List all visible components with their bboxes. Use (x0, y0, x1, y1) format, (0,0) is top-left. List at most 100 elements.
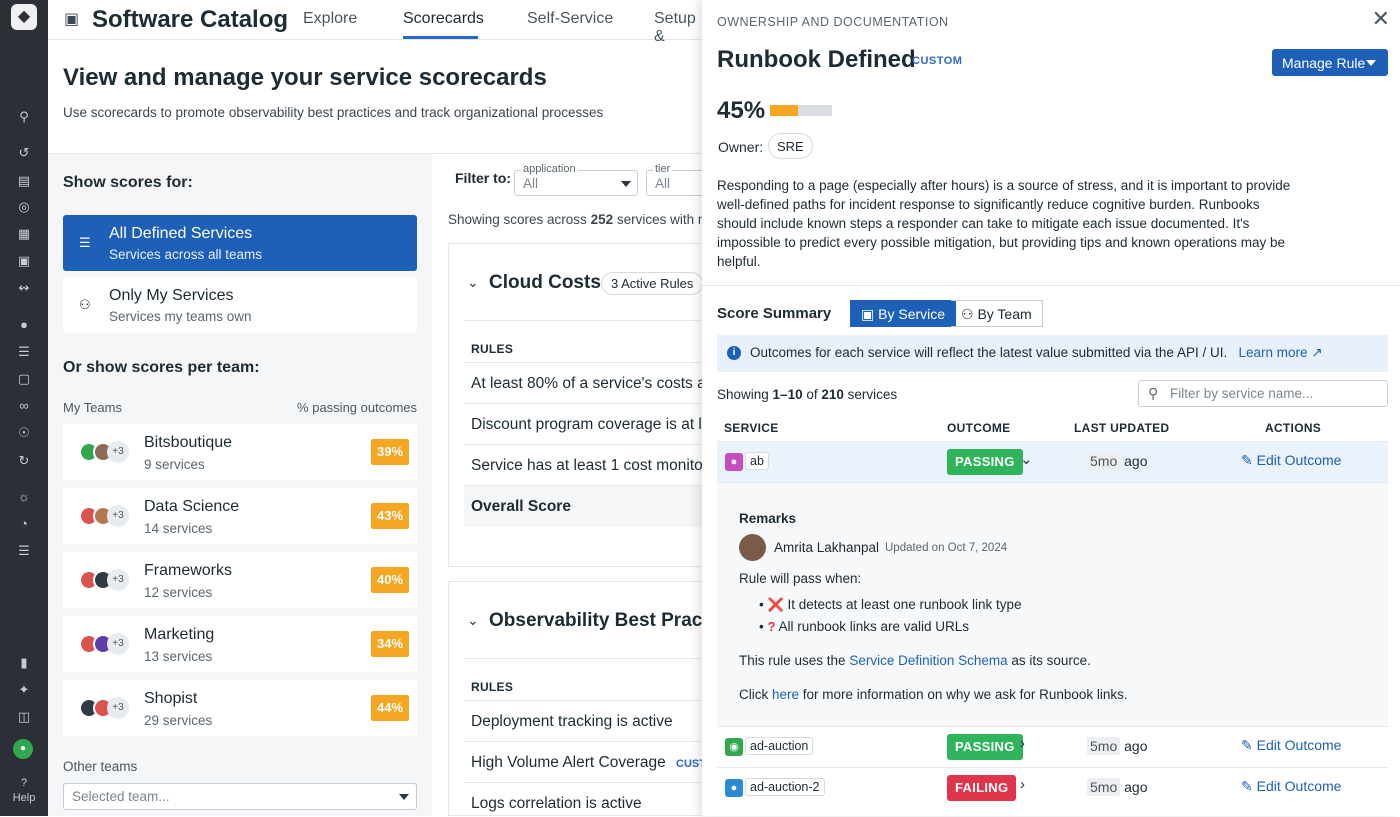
option-title: Only My Services (109, 287, 234, 304)
edit-outcome-button[interactable]: ✎ Edit Outcome (1241, 452, 1341, 469)
section-label: OWNERSHIP AND DOCUMENTATION (717, 15, 949, 29)
datadog-logo-icon[interactable]: ◆ (11, 4, 37, 30)
service-name[interactable]: ab (745, 452, 769, 470)
bug-icon[interactable]: ☼ (18, 489, 30, 504)
rule-row[interactable]: Deployment tracking is active (464, 700, 709, 741)
column-header-outcome: OUTCOME (947, 421, 1011, 435)
page-title: View and manage your service scorecards (63, 64, 547, 91)
showing-prefix: Showing (717, 387, 773, 402)
chevron-right-icon[interactable]: › (1020, 735, 1025, 752)
table-row[interactable]: ◉ ad-auction PASSING › 5mo ago ✎ Edit Ou… (717, 726, 1388, 767)
tab-scorecards[interactable]: Scorecards (403, 10, 484, 27)
option-subtitle: Services my teams own (109, 309, 252, 324)
service-definition-schema-link[interactable]: Service Definition Schema (849, 653, 1008, 668)
search-icon: ⚲ (1148, 385, 1159, 401)
service-search-input[interactable]: ⚲ Filter by service name... (1138, 380, 1388, 407)
tab-explore[interactable]: Explore (303, 10, 358, 27)
application-filter[interactable]: application All (514, 163, 638, 196)
tab-self-service[interactable]: Self-Service (527, 10, 614, 27)
chevron-down-icon[interactable]: ⌄ (1020, 451, 1033, 468)
rum-icon[interactable]: ↻ (18, 453, 30, 468)
ci-icon[interactable]: ☰ (18, 543, 30, 558)
more-members-badge: +3 (107, 569, 129, 591)
learn-more-link[interactable]: Learn more ↗ (1231, 345, 1323, 360)
filter-field-label: application (521, 163, 578, 175)
showing-summary: Showing scores across 252 services with … (448, 212, 717, 227)
all-defined-services-option[interactable]: ☰ All Defined Services Services across a… (63, 215, 417, 271)
team-row-marketing[interactable]: +3 Marketing 13 services 34% (63, 616, 417, 672)
divider (702, 285, 1400, 286)
dashboards-icon[interactable]: ▤ (17, 173, 31, 188)
edit-outcome-button[interactable]: ✎ Edit Outcome (1241, 778, 1341, 795)
rule-row[interactable]: Discount program coverage is at le (464, 403, 709, 444)
chevron-down-icon[interactable]: ⌄ (467, 612, 479, 628)
services-count-summary: Showing 1–10 of 210 services (717, 387, 897, 402)
infrastructure-icon[interactable]: ▦ (17, 226, 31, 241)
list-icon: ☰ (79, 235, 91, 250)
security-icon[interactable]: ☉ (18, 425, 30, 440)
logs-icon[interactable]: ☰ (18, 344, 30, 359)
software-catalog-icon[interactable]: ▣ (17, 253, 31, 268)
tier-filter[interactable]: tier All (646, 163, 708, 196)
performance-icon[interactable]: ◔ (20, 516, 28, 531)
rule-detail-flyout: OWNERSHIP AND DOCUMENTATION ✕ Runbook De… (702, 0, 1400, 816)
help-button[interactable]: ? Help (0, 776, 48, 806)
tab-setup[interactable]: Setup & (654, 10, 696, 45)
team-row-bitsboutique[interactable]: +3 Bitsboutique 9 services 39% (63, 424, 417, 480)
remarks-heading: Remarks (739, 511, 797, 526)
active-rules-badge: 3 Active Rules (601, 272, 704, 295)
apm-icon[interactable]: ● (20, 317, 28, 332)
last-updated: 5mo ago (1087, 737, 1147, 755)
outcome-badge: PASSING (947, 449, 1023, 475)
team-row-frameworks[interactable]: +3 Frameworks 12 services 40% (63, 552, 417, 608)
owner-badge[interactable]: SRE (768, 133, 813, 159)
user-avatar[interactable]: ● (13, 739, 33, 759)
service-name[interactable]: ad-auction (745, 737, 814, 755)
notebooks-icon[interactable]: ◫ (17, 709, 31, 724)
bits-ai-icon[interactable]: ✦ (18, 682, 30, 697)
learn-more-label: Learn more (1238, 345, 1308, 360)
watchdog-icon[interactable]: ◎ (18, 199, 30, 214)
team-list-header: My Teams % passing outcomes (63, 400, 417, 415)
rules-header: RULES (471, 342, 514, 356)
time-value: 5mo (1087, 737, 1121, 755)
here-link[interactable]: here (772, 687, 800, 702)
integrations-icon[interactable]: ↭ (18, 280, 30, 295)
network-icon[interactable]: ∞ (19, 398, 29, 413)
team-row-data-science[interactable]: +3 Data Science 14 services 43% (63, 488, 417, 544)
by-service-toggle[interactable]: ▣ By Service (850, 300, 957, 327)
by-team-toggle[interactable]: ⚇ By Team (951, 300, 1043, 327)
close-icon[interactable]: ✕ (1371, 6, 1390, 31)
search-icon[interactable]: ⚲ (19, 109, 29, 124)
other-teams-select[interactable]: Selected team... (63, 783, 417, 810)
condition-text: All runbook links are valid URLs (778, 619, 970, 634)
team-name: Data Science (144, 498, 240, 515)
team-score-badge: 43% (371, 503, 409, 529)
table-row[interactable]: ● ab PASSING ⌄ 5mo ago ✎ Edit Outcome (717, 441, 1388, 482)
chevron-down-icon[interactable]: ⌄ (467, 274, 479, 290)
table-row[interactable]: ● ad-auction-2 FAILING › 5mo ago ✎ Edit … (717, 767, 1388, 808)
condition-item: • ❌ It detects at least one runbook link… (759, 597, 1022, 612)
integrations-puzzle-icon[interactable]: ▮ (20, 655, 28, 670)
metrics-icon[interactable]: ▢ (17, 371, 31, 386)
showing-suffix: services (843, 387, 898, 402)
recent-icon[interactable]: ↺ (18, 145, 30, 160)
chevron-right-icon[interactable]: › (1020, 776, 1025, 793)
team-row-shopist[interactable]: +3 Shopist 29 services 44% (63, 680, 417, 736)
edit-outcome-button[interactable]: ✎ Edit Outcome (1241, 737, 1341, 754)
rule-row[interactable]: Logs correlation is active (464, 782, 709, 817)
service-name[interactable]: ad-auction-2 (745, 778, 825, 796)
more-members-badge: +3 (107, 633, 129, 655)
rule-row[interactable]: Service has at least 1 cost monitor (464, 444, 709, 485)
rule-score-percent: 45% (717, 97, 766, 124)
only-my-services-option[interactable]: ⚇ Only My Services Services my teams own (63, 277, 417, 333)
rule-row[interactable]: High Volume Alert Coverage CUST (464, 741, 709, 782)
active-tab-indicator (403, 36, 478, 39)
rule-description: Responding to a page (especially after h… (717, 178, 1291, 269)
manage-rule-button[interactable]: Manage Rule (1272, 49, 1388, 76)
remark-author: Amrita Lakhanpal (774, 540, 880, 555)
remarks-panel: Remarks Amrita Lakhanpal Updated on Oct … (717, 482, 1388, 726)
passing-outcomes-label: % passing outcomes (297, 400, 417, 415)
help-icon: ? (20, 777, 28, 789)
rule-row[interactable]: At least 80% of a service's costs are (464, 362, 709, 403)
